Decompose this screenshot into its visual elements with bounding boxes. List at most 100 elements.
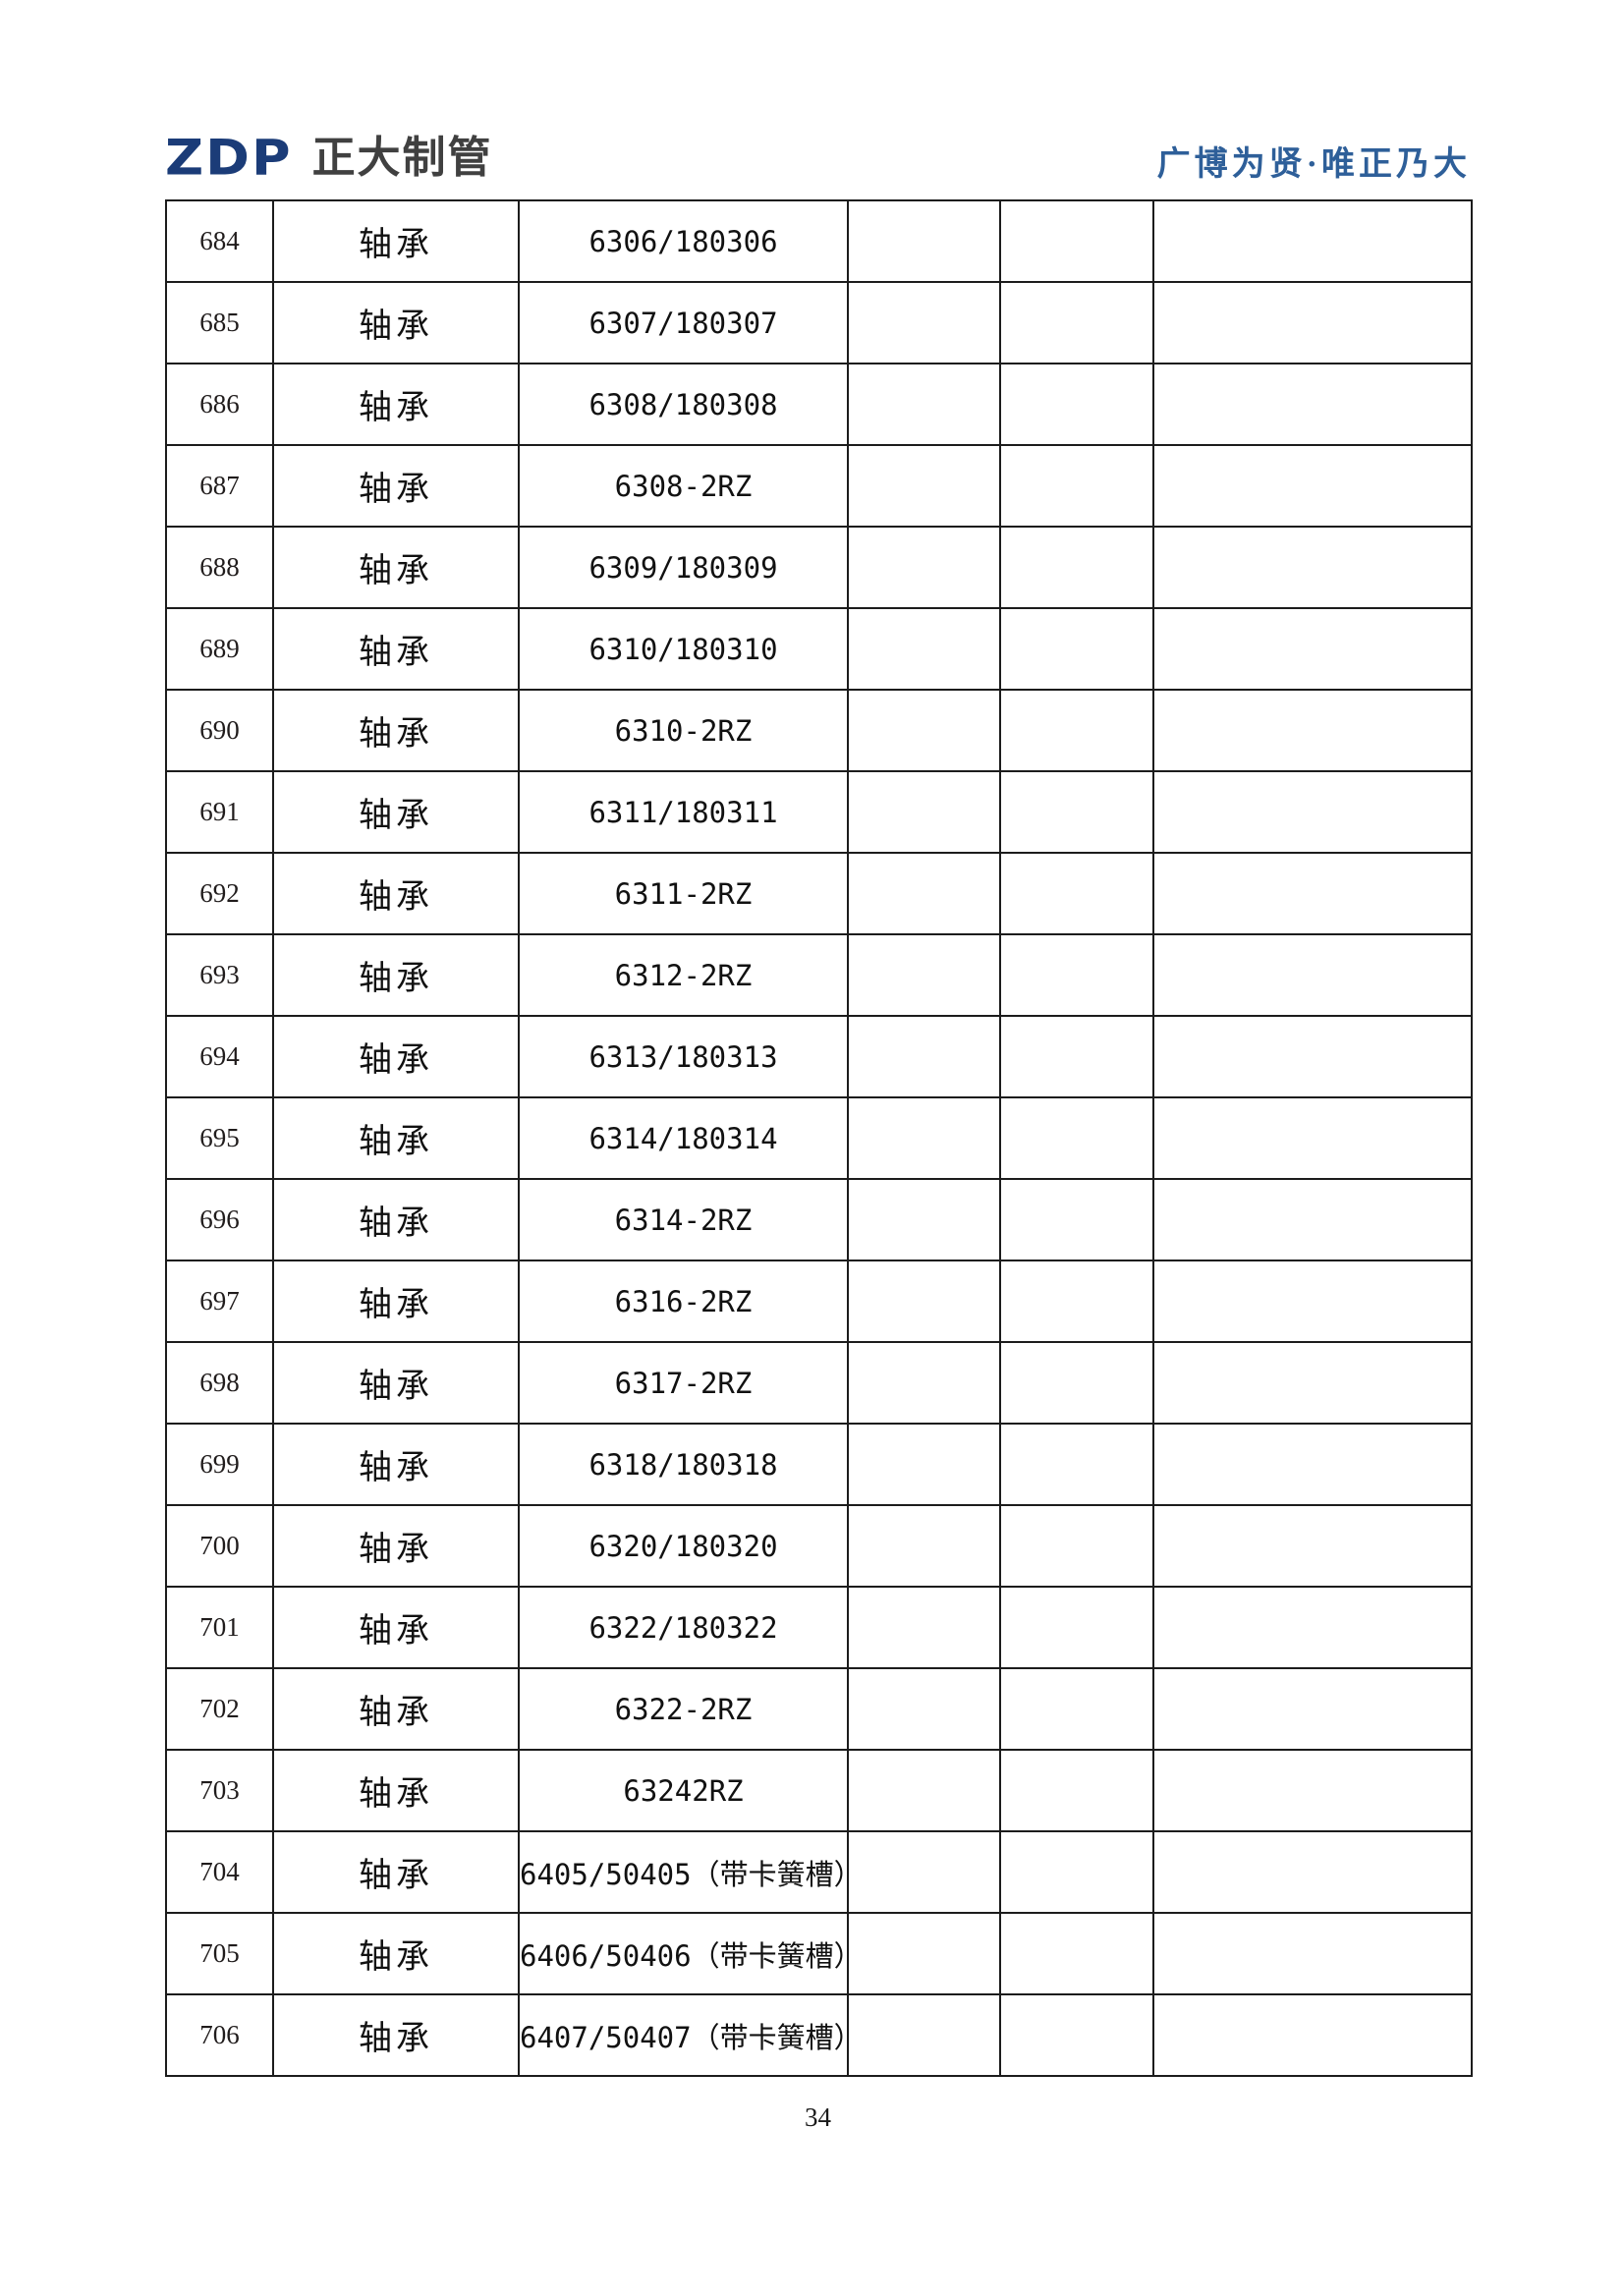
empty-cell — [847, 1096, 1001, 1180]
parts-table: 684 轴承 6306/180306 685 轴承 6307/180307 68… — [165, 199, 1473, 2077]
table-row: 685 轴承 6307/180307 — [165, 281, 1473, 364]
part-model-cell: 6314/180314 — [518, 1096, 849, 1180]
empty-cell — [1152, 689, 1473, 772]
part-model-cell: 6311-2RZ — [518, 852, 849, 935]
table-row: 693 轴承 6312-2RZ — [165, 933, 1473, 1017]
empty-cell — [1152, 607, 1473, 691]
empty-cell — [847, 281, 1001, 364]
table-row: 691 轴承 6311/180311 — [165, 770, 1473, 854]
table-row: 701 轴承 6322/180322 — [165, 1586, 1473, 1669]
empty-cell — [999, 526, 1154, 609]
empty-cell — [1152, 1341, 1473, 1425]
empty-cell — [1152, 852, 1473, 935]
parts-table-body: 684 轴承 6306/180306 685 轴承 6307/180307 68… — [165, 199, 1473, 2077]
part-name-cell: 轴承 — [272, 1015, 520, 1098]
row-index-cell: 705 — [165, 1912, 274, 1995]
row-index-cell: 687 — [165, 444, 274, 528]
empty-cell — [999, 1341, 1154, 1425]
empty-cell — [999, 1504, 1154, 1588]
part-model-cell: 6406/50406（带卡簧槽） — [518, 1912, 849, 1995]
row-index-cell: 693 — [165, 933, 274, 1017]
empty-cell — [847, 1015, 1001, 1098]
empty-cell — [1152, 933, 1473, 1017]
empty-cell — [999, 1830, 1154, 1914]
empty-cell — [999, 1423, 1154, 1506]
empty-cell — [999, 852, 1154, 935]
part-model-cell: 6311/180311 — [518, 770, 849, 854]
empty-cell — [1152, 1667, 1473, 1751]
part-model-cell: 6322-2RZ — [518, 1667, 849, 1751]
empty-cell — [1152, 1993, 1473, 2077]
row-index-cell: 695 — [165, 1096, 274, 1180]
part-name-cell: 轴承 — [272, 526, 520, 609]
empty-cell — [847, 199, 1001, 283]
row-index-cell: 696 — [165, 1178, 274, 1261]
empty-cell — [1152, 363, 1473, 446]
empty-cell — [999, 933, 1154, 1017]
empty-cell — [1152, 1423, 1473, 1506]
empty-cell — [1152, 1749, 1473, 1832]
empty-cell — [1152, 1178, 1473, 1261]
part-model-cell: 6307/180307 — [518, 281, 849, 364]
empty-cell — [1152, 1586, 1473, 1669]
empty-cell — [847, 1341, 1001, 1425]
part-model-cell: 6308-2RZ — [518, 444, 849, 528]
empty-cell — [847, 1993, 1001, 2077]
empty-cell — [847, 689, 1001, 772]
page-number: 34 — [805, 2102, 831, 2132]
empty-cell — [999, 1912, 1154, 1995]
empty-cell — [847, 1586, 1001, 1669]
empty-cell — [1152, 1260, 1473, 1343]
table-row: 686 轴承 6308/180308 — [165, 363, 1473, 446]
empty-cell — [1152, 1830, 1473, 1914]
empty-cell — [847, 770, 1001, 854]
table-row: 705 轴承 6406/50406（带卡簧槽） — [165, 1912, 1473, 1995]
table-row: 706 轴承 6407/50407（带卡簧槽） — [165, 1993, 1473, 2077]
empty-cell — [847, 526, 1001, 609]
table-row: 690 轴承 6310-2RZ — [165, 689, 1473, 772]
empty-cell — [847, 1260, 1001, 1343]
part-model-cell: 6312-2RZ — [518, 933, 849, 1017]
empty-cell — [847, 363, 1001, 446]
table-row: 696 轴承 6314-2RZ — [165, 1178, 1473, 1261]
row-index-cell: 698 — [165, 1341, 274, 1425]
table-row: 689 轴承 6310/180310 — [165, 607, 1473, 691]
company-slogan: 广博为贤·唯正乃大 — [1156, 146, 1471, 183]
part-model-cell: 63242RZ — [518, 1749, 849, 1832]
empty-cell — [999, 1586, 1154, 1669]
part-model-cell: 6310-2RZ — [518, 689, 849, 772]
table-row: 703 轴承 63242RZ — [165, 1749, 1473, 1832]
empty-cell — [847, 1178, 1001, 1261]
table-row: 694 轴承 6313/180313 — [165, 1015, 1473, 1098]
part-name-cell: 轴承 — [272, 689, 520, 772]
empty-cell — [847, 933, 1001, 1017]
part-model-cell: 6317-2RZ — [518, 1341, 849, 1425]
company-logo: ZDP 正大制管 — [165, 132, 493, 185]
table-row: 699 轴承 6318/180318 — [165, 1423, 1473, 1506]
part-model-cell: 6322/180322 — [518, 1586, 849, 1669]
empty-cell — [999, 689, 1154, 772]
part-name-cell: 轴承 — [272, 770, 520, 854]
empty-cell — [999, 199, 1154, 283]
part-name-cell: 轴承 — [272, 1341, 520, 1425]
empty-cell — [847, 852, 1001, 935]
empty-cell — [1152, 1096, 1473, 1180]
part-name-cell: 轴承 — [272, 1423, 520, 1506]
empty-cell — [847, 1504, 1001, 1588]
empty-cell — [847, 1423, 1001, 1506]
empty-cell — [847, 1749, 1001, 1832]
empty-cell — [847, 1830, 1001, 1914]
row-index-cell: 686 — [165, 363, 274, 446]
row-index-cell: 689 — [165, 607, 274, 691]
row-index-cell: 701 — [165, 1586, 274, 1669]
empty-cell — [999, 1015, 1154, 1098]
row-index-cell: 688 — [165, 526, 274, 609]
part-name-cell: 轴承 — [272, 933, 520, 1017]
row-index-cell: 694 — [165, 1015, 274, 1098]
part-name-cell: 轴承 — [272, 852, 520, 935]
part-model-cell: 6314-2RZ — [518, 1178, 849, 1261]
part-model-cell: 6318/180318 — [518, 1423, 849, 1506]
empty-cell — [847, 607, 1001, 691]
part-model-cell: 6316-2RZ — [518, 1260, 849, 1343]
row-index-cell: 697 — [165, 1260, 274, 1343]
